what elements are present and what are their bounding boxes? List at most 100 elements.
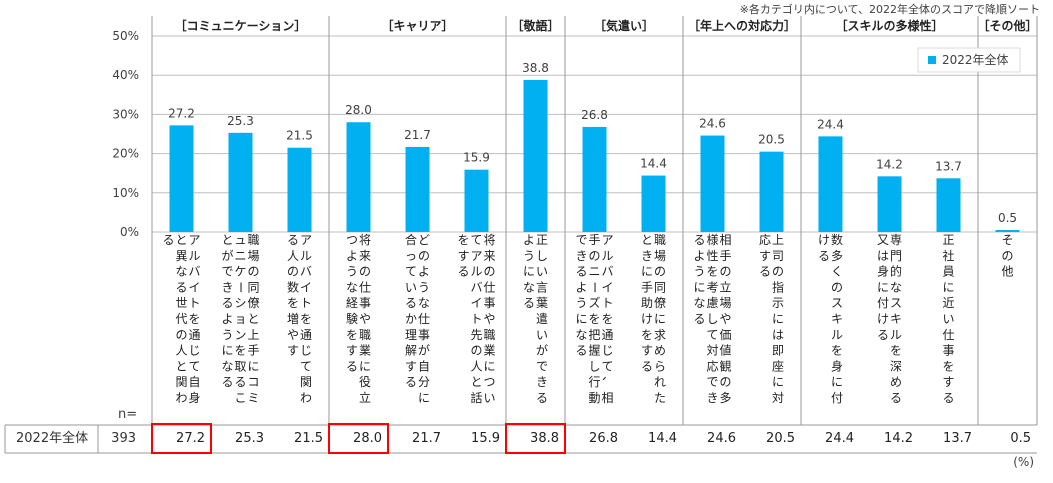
svg-text:ョ: ョ <box>234 312 246 326</box>
group-header: ［コミュニケーション］ <box>175 18 307 33</box>
svg-text:に: に <box>831 375 843 389</box>
svg-text:手: 手 <box>247 344 259 358</box>
svg-text:の: の <box>831 280 843 294</box>
svg-text:な: な <box>693 296 705 310</box>
svg-text:や: や <box>483 312 495 326</box>
legend-swatch <box>928 56 936 64</box>
svg-text:人: 人 <box>287 249 299 263</box>
svg-text:と: と <box>247 312 259 326</box>
svg-text:と: と <box>641 233 653 247</box>
svg-text:と: と <box>175 359 187 373</box>
svg-text:の: の <box>654 265 666 279</box>
svg-text:て: て <box>300 359 312 373</box>
svg-text:で: で <box>221 265 233 279</box>
svg-text:対: 対 <box>772 391 784 405</box>
y-axis: 0% 10% 20% 30% 40% 50% <box>112 29 139 239</box>
svg-text:増: 増 <box>287 312 299 326</box>
legend-label: 2022年全体 <box>942 52 1009 67</box>
group-header: ［気遣い］ <box>594 18 654 33</box>
svg-text:職: 職 <box>247 233 259 247</box>
bar-value-label: 27.2 <box>168 106 195 120</box>
svg-text:バ: バ <box>601 265 613 279</box>
svg-text:を: を <box>588 312 600 326</box>
svg-text:は: は <box>772 328 784 342</box>
svg-text:や: や <box>719 312 731 326</box>
svg-text:握: 握 <box>588 343 600 358</box>
bar-value-label: 0.5 <box>998 211 1017 225</box>
svg-text:の: の <box>359 265 371 279</box>
svg-text:数: 数 <box>287 279 299 294</box>
svg-text:な: な <box>890 280 902 294</box>
table-value: 21.7 <box>412 431 441 446</box>
svg-text:多: 多 <box>719 391 731 405</box>
svg-text:応: 応 <box>759 233 771 247</box>
svg-text:数: 数 <box>831 232 843 247</box>
group-header: ［スキルの多様性］ <box>835 18 943 33</box>
svg-text:る: る <box>162 233 174 247</box>
svg-text:ト: ト <box>300 296 312 310</box>
svg-text:身: 身 <box>831 358 843 373</box>
bar-value-label: 24.6 <box>699 117 726 131</box>
svg-text:よ: よ <box>575 280 587 294</box>
svg-text:に: に <box>359 359 371 373</box>
svg-text:を: を <box>706 265 718 279</box>
svg-text:る: る <box>536 391 548 405</box>
svg-text:職: 職 <box>483 328 495 342</box>
n-value: 393 <box>111 431 136 446</box>
svg-text:る: る <box>405 296 417 310</box>
svg-text:観: 観 <box>719 359 731 373</box>
category-groups: ［コミュニケーション］ ［キャリア］ ［敬語］ ［気遣い］ ［年上への対応力］ ［スキルの… <box>151 16 1038 425</box>
svg-text:は: は <box>877 249 889 263</box>
category-label: その他 <box>1001 233 1013 279</box>
group-header: ［その他］ <box>977 18 1037 33</box>
svg-text:解: 解 <box>405 344 417 358</box>
svg-text:の: の <box>470 344 482 358</box>
bar <box>818 136 843 232</box>
bar <box>169 125 194 232</box>
svg-text:て: て <box>706 328 718 342</box>
bar-value-label: 21.5 <box>286 129 313 143</box>
svg-text:値: 値 <box>719 343 731 358</box>
svg-text:る: る <box>759 265 771 279</box>
svg-text:事: 事 <box>359 296 371 310</box>
svg-text:経: 経 <box>346 296 358 310</box>
svg-text:場: 場 <box>247 249 259 263</box>
bar-value-label: 24.4 <box>817 117 844 131</box>
svg-text:わ: わ <box>175 391 187 405</box>
svg-text:ル: ル <box>890 328 902 342</box>
svg-text:場: 場 <box>654 249 666 263</box>
bar <box>228 132 253 232</box>
svg-text:ル: ル <box>601 249 613 263</box>
svg-text:ミ: ミ <box>247 391 259 405</box>
svg-text:ル: ル <box>831 328 843 342</box>
svg-text:バ: バ <box>188 265 200 279</box>
svg-text:異: 異 <box>175 249 187 263</box>
svg-text:正: 正 <box>536 233 548 247</box>
svg-text:か: か <box>405 312 417 326</box>
svg-text:イ: イ <box>470 296 482 310</box>
svg-text:業: 業 <box>359 344 371 358</box>
table-value: 28.0 <box>353 431 382 446</box>
svg-text:に: に <box>693 280 705 294</box>
svg-text:に: に <box>877 280 889 294</box>
svg-text:じ: じ <box>601 344 613 358</box>
group-header: ［キャリア］ <box>381 18 453 33</box>
svg-text:ス: ス <box>831 296 843 310</box>
svg-text:付: 付 <box>877 296 889 310</box>
svg-text:通: 通 <box>188 328 200 342</box>
svg-text:じ: じ <box>300 344 312 358</box>
y-tick-label: 50% <box>112 29 139 43</box>
svg-text:ト: ト <box>601 296 613 310</box>
svg-text:る: る <box>575 265 587 279</box>
svg-text:す: す <box>942 375 954 389</box>
svg-text:験: 験 <box>346 311 358 326</box>
svg-text:ン: ン <box>234 328 246 342</box>
svg-text:を: を <box>188 312 200 326</box>
svg-text:す: す <box>759 249 771 263</box>
svg-text:仕: 仕 <box>942 328 954 342</box>
svg-text:る: る <box>575 344 587 358</box>
